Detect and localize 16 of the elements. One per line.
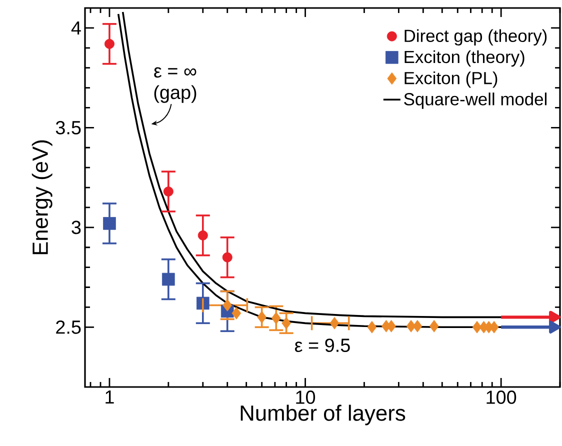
y-tick-label: 2.5 xyxy=(56,320,81,334)
y-tick-label: 4 xyxy=(71,21,81,34)
legend-label: Square-well model xyxy=(404,92,546,109)
y-axis-title: Energy (eV) xyxy=(32,140,52,254)
x-tick-label: 10 xyxy=(296,390,316,404)
annotation: ε = 9.5 xyxy=(294,338,350,352)
x-tick-label: 1 xyxy=(106,390,114,404)
legend-label: Exciton (theory) xyxy=(404,50,524,67)
legend-label: Exciton (PL) xyxy=(404,71,498,88)
x-tick-label: 100 xyxy=(486,390,516,404)
annotation: (gap) xyxy=(154,85,196,103)
annotation: ε = ∞ xyxy=(154,67,196,78)
y-tick-label: 3.5 xyxy=(56,120,81,134)
y-tick-label: 3 xyxy=(72,220,81,234)
legend-label: Direct gap (theory) xyxy=(404,29,547,46)
x-axis-title: Number of layers xyxy=(240,404,406,426)
